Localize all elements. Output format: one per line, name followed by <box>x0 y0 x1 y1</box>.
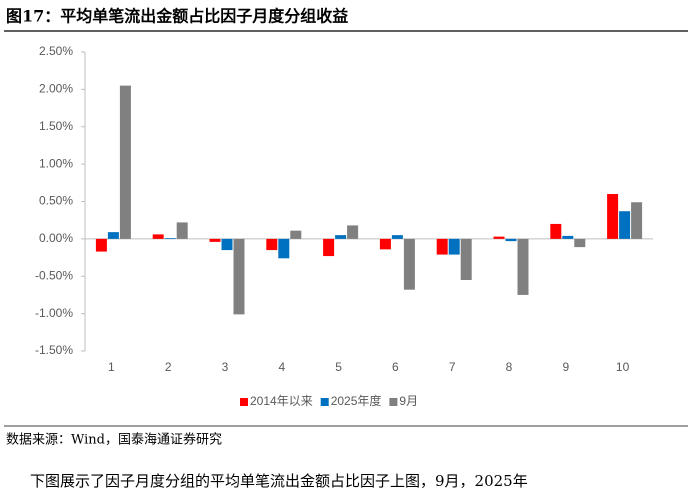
legend-label: 9月 <box>399 394 418 408</box>
bar <box>391 235 403 239</box>
bar <box>176 222 188 239</box>
bar <box>221 238 233 251</box>
body-text: 下图展示了因子月度分组的平均单笔流出金额占比因子上图，9月，2025年 <box>30 472 528 488</box>
x-tick-label: 6 <box>392 360 399 374</box>
y-tick-label: 2.50% <box>39 44 73 58</box>
x-tick-label: 2 <box>165 360 172 374</box>
legend-swatch <box>240 398 248 406</box>
bar <box>619 211 631 239</box>
bar <box>323 238 335 257</box>
x-tick-label: 1 <box>108 360 115 374</box>
bar <box>209 238 221 242</box>
bar <box>95 238 107 252</box>
bar <box>448 238 460 255</box>
legend-swatch <box>320 398 329 406</box>
x-tick-label: 5 <box>335 360 342 374</box>
bar <box>631 202 643 239</box>
bar <box>233 238 245 315</box>
legend-swatch <box>389 398 398 406</box>
y-tick-label: 0.00% <box>39 231 73 245</box>
y-tick-label: 2.00% <box>39 82 73 96</box>
bar <box>278 238 290 259</box>
bar <box>107 232 119 239</box>
bar <box>550 223 562 239</box>
bar <box>436 238 448 255</box>
x-tick-label: 3 <box>222 360 229 374</box>
bar <box>607 194 619 239</box>
bar <box>164 238 176 239</box>
bar <box>517 238 529 295</box>
bar <box>347 225 359 239</box>
bar <box>562 235 574 239</box>
legend-label: 2014年以来 <box>250 394 313 408</box>
bar <box>379 238 391 250</box>
bar <box>460 238 472 280</box>
legend-label: 2025年度 <box>331 393 382 408</box>
y-tick-label: -1.00% <box>35 306 73 320</box>
bar <box>403 238 415 290</box>
x-tick-label: 10 <box>616 360 630 374</box>
x-tick-label: 8 <box>506 360 513 374</box>
y-tick-label: 1.00% <box>39 156 73 170</box>
x-tick-label: 9 <box>562 360 569 374</box>
figure-title: 图17：平均单笔流出金额占比因子月度分组收益 <box>6 7 348 26</box>
y-tick-label: 1.50% <box>39 119 73 133</box>
y-tick-label: -1.50% <box>35 343 73 357</box>
y-tick-label: 0.50% <box>39 194 73 208</box>
source-note: 数据来源：Wind，国泰海通证券研究 <box>6 432 222 448</box>
bar <box>335 235 347 239</box>
x-tick-label: 7 <box>449 360 456 374</box>
x-tick-label: 4 <box>278 360 285 374</box>
bar <box>119 85 131 239</box>
bar <box>152 234 164 239</box>
bar <box>290 230 302 239</box>
bar <box>266 238 278 251</box>
y-tick-label: -0.50% <box>35 268 73 282</box>
bar <box>574 238 586 248</box>
bar <box>505 238 517 242</box>
bar <box>493 236 505 239</box>
